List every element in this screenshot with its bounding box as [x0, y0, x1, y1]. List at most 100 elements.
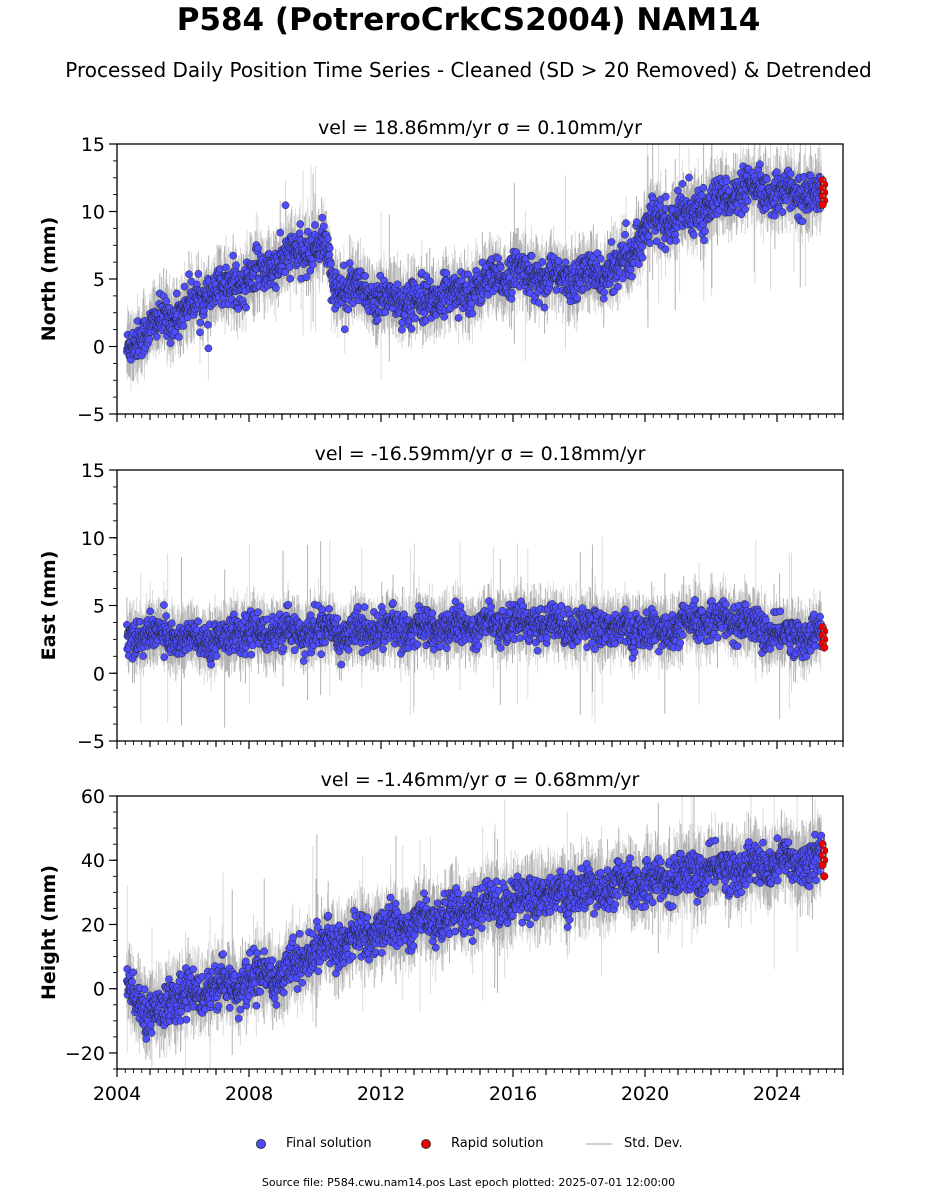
- final-point: [308, 261, 317, 269]
- final-point: [786, 170, 795, 178]
- final-point: [621, 230, 629, 239]
- final-point: [697, 191, 706, 200]
- final-point: [180, 282, 189, 291]
- y-tick-label: 5: [93, 269, 105, 291]
- final-point: [425, 277, 434, 286]
- final-point: [561, 258, 570, 267]
- final-point: [179, 322, 188, 330]
- final-point: [652, 237, 661, 246]
- final-point: [628, 272, 636, 281]
- final-point: [440, 313, 449, 321]
- final-point: [196, 318, 205, 327]
- final-point: [285, 263, 294, 271]
- plot-area-east: [123, 536, 829, 728]
- final-point: [494, 254, 502, 263]
- final-point: [756, 160, 764, 169]
- final-point: [373, 316, 382, 324]
- final-point: [638, 242, 646, 251]
- final-point: [638, 253, 647, 262]
- final-point: [204, 344, 213, 353]
- final-point: [340, 325, 349, 334]
- final-point: [540, 303, 549, 312]
- final-point: [234, 305, 243, 313]
- y-tick-label: 15: [81, 134, 105, 156]
- final-point: [535, 299, 544, 307]
- final-point: [254, 244, 262, 253]
- final-point: [393, 280, 402, 289]
- final-point: [538, 258, 547, 266]
- final-point: [626, 265, 635, 274]
- final-point: [661, 245, 670, 254]
- y-tick-label: 10: [81, 202, 105, 224]
- final-point: [327, 260, 335, 268]
- final-point: [271, 284, 280, 292]
- final-point: [701, 227, 709, 235]
- final-point: [311, 221, 319, 229]
- final-point: [407, 325, 416, 333]
- rapid-point: [818, 200, 827, 209]
- final-point: [689, 231, 698, 239]
- final-point: [295, 229, 304, 238]
- final-point: [145, 335, 154, 344]
- final-point: [468, 309, 477, 318]
- final-point: [232, 261, 240, 270]
- final-point: [319, 222, 328, 231]
- final-point: [442, 269, 451, 278]
- final-point: [722, 177, 731, 186]
- final-point: [276, 228, 285, 237]
- panel-north: −5 0 5 10 15 vel = 18.86mm/yr σ = 0.10mm/yr No…: [38, 117, 844, 426]
- rapid-points-north: [818, 175, 829, 211]
- final-point: [325, 251, 333, 259]
- final-point: [554, 256, 563, 265]
- final-point: [527, 252, 536, 260]
- final-point: [229, 251, 238, 260]
- final-point: [661, 192, 670, 201]
- final-point: [632, 218, 641, 227]
- final-point: [573, 294, 581, 302]
- y-tick-label: −5: [77, 404, 105, 426]
- stddev-bars-north: [126, 144, 822, 391]
- final-point: [175, 333, 183, 341]
- page-subtitle: Processed Daily Position Time Series - C…: [65, 58, 872, 82]
- final-point: [324, 234, 332, 243]
- plot-area-north: [123, 144, 829, 391]
- final-point: [185, 270, 193, 279]
- final-point: [699, 183, 708, 192]
- final-point: [152, 332, 161, 341]
- final-point: [325, 244, 334, 253]
- final-point: [203, 320, 212, 329]
- final-point: [467, 299, 476, 308]
- final-point: [361, 272, 370, 280]
- final-point: [644, 232, 653, 241]
- final-point: [166, 339, 175, 348]
- final-point: [673, 186, 682, 195]
- final-point: [798, 217, 807, 226]
- final-point: [196, 328, 204, 337]
- panel-title: vel = 18.86mm/yr σ = 0.10mm/yr: [318, 117, 642, 139]
- y-axis-label: North (mm): [38, 217, 60, 342]
- final-point: [281, 201, 290, 210]
- page-title: P584 (PotreroCrkCS2004) NAM14: [176, 2, 761, 38]
- final-point: [607, 238, 616, 246]
- final-point: [397, 325, 406, 334]
- final-point: [411, 314, 420, 323]
- final-point: [596, 254, 605, 263]
- final-point: [685, 173, 693, 182]
- final-point: [778, 208, 787, 216]
- final-point: [496, 263, 505, 272]
- final-point: [454, 314, 463, 322]
- final-point: [743, 197, 752, 206]
- final-point: [194, 270, 203, 278]
- time-series-chart: −5 0 5 10 15 vel = 18.86mm/yr σ = 0.10mm/yr No…: [38, 117, 844, 1105]
- final-point: [296, 220, 305, 228]
- final-point: [302, 273, 311, 282]
- final-point: [634, 260, 643, 269]
- final-point: [344, 305, 353, 314]
- final-point: [242, 303, 250, 312]
- final-point: [286, 274, 295, 283]
- final-point: [678, 180, 687, 188]
- final-point: [671, 236, 680, 245]
- final-point: [281, 268, 290, 277]
- final-point: [741, 205, 749, 214]
